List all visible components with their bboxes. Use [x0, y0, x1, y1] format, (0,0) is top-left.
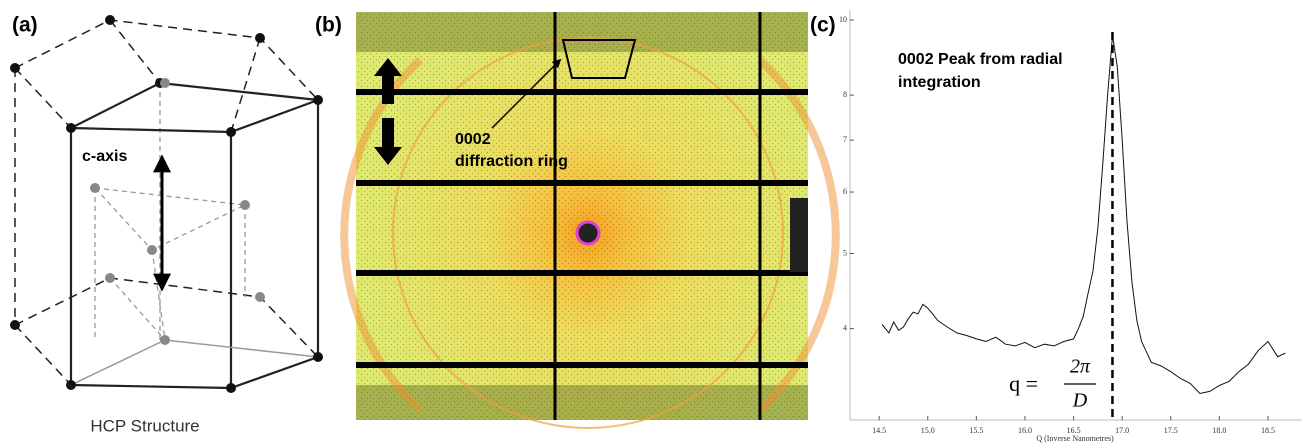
x-tick-label: 14.5	[872, 426, 886, 435]
formula-numerator: 2π	[1070, 356, 1091, 378]
hcp-prism	[71, 83, 318, 388]
x-tick-label: 15.0	[921, 426, 935, 435]
y-tick-label: 4	[843, 323, 847, 332]
beam-center	[577, 222, 599, 244]
x-tick-label: 16.5	[1067, 426, 1081, 435]
annotation-line: 0002	[455, 131, 491, 148]
panel-label: (a)	[12, 14, 38, 37]
edge-shade	[356, 385, 808, 420]
detector-gap	[790, 198, 808, 272]
x-tick-label: 18.0	[1212, 426, 1226, 435]
edge-shade	[356, 12, 808, 52]
x-tick-label: 17.5	[1164, 426, 1178, 435]
y-tick-label: 8	[843, 90, 847, 99]
y-tick-label: 7	[843, 135, 847, 144]
axis-label: c-axis	[82, 148, 127, 165]
panel-label: (b)	[315, 14, 342, 37]
hcp-outer-cell	[15, 20, 318, 385]
panel-label: (c)	[810, 14, 836, 37]
x-tick-label: 16.0	[1018, 426, 1032, 435]
x-tick-label: 15.5	[969, 426, 983, 435]
x-tick-label: 18.5	[1261, 426, 1275, 435]
x-axis-label: Q (Inverse Nanometres)	[1036, 434, 1114, 443]
annotation-line: diffraction ring	[455, 153, 568, 170]
figure: (a) c-axis HCP Structure (b) 0002 diffra…	[0, 0, 1309, 446]
y-tick-label: 5	[843, 248, 847, 257]
y-tick-label: 10	[839, 15, 847, 24]
panel-b: (b) 0002 diffraction ring	[315, 12, 836, 428]
annotation-line: integration	[898, 74, 981, 91]
panel-a: (a) c-axis HCP Structure	[10, 14, 323, 436]
noise	[356, 12, 808, 420]
caption: HCP Structure	[90, 416, 199, 435]
annotation-line: 0002 Peak from radial	[898, 51, 1063, 68]
hcp-inner	[95, 83, 245, 340]
formula-lhs: q =	[1009, 371, 1038, 396]
y-tick-label: 6	[843, 187, 847, 196]
panel-c: (c) 0002 Peak from radial integration q …	[810, 10, 1302, 443]
formula-denominator: D	[1072, 390, 1088, 412]
x-tick-label: 17.0	[1115, 426, 1129, 435]
